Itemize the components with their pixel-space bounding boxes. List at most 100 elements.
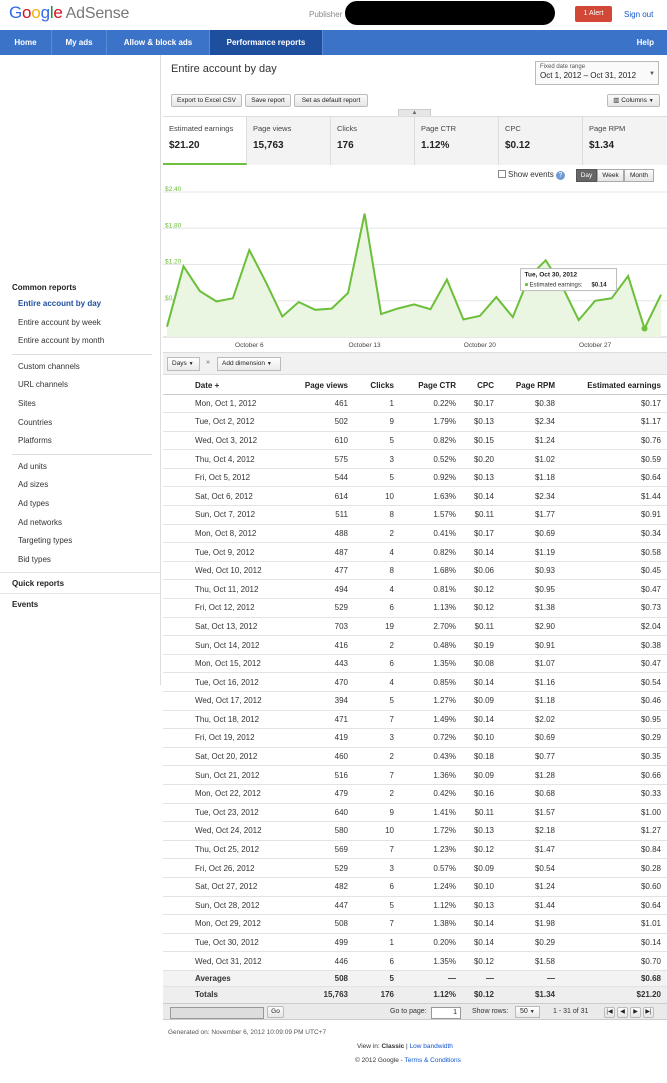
low-bandwidth-link[interactable]: Low bandwidth <box>409 1043 453 1050</box>
table-cell: 6 <box>354 598 400 618</box>
add-dimension-dropdown[interactable]: Add dimension ▼ <box>217 357 281 371</box>
col-header-cpc[interactable]: CPC <box>462 377 500 395</box>
sidebar-item-url-channels[interactable]: URL channels <box>18 380 68 390</box>
table-cell: $0.17 <box>561 394 667 414</box>
sidebar-item-bid-types[interactable]: Bid types <box>18 554 51 564</box>
table-cell: $0.12 <box>462 986 500 1004</box>
rows-per-page-select[interactable]: 50 ▼ <box>515 1006 540 1018</box>
table-cell: 529 <box>283 858 354 878</box>
filter-input[interactable] <box>170 1007 264 1019</box>
sidebar-item-ad-sizes[interactable]: Ad sizes <box>18 480 49 490</box>
sidebar-events[interactable]: Events <box>0 593 160 614</box>
nav-performance-reports[interactable]: Performance reports <box>210 30 323 55</box>
collapse-toggle[interactable]: ▲ <box>398 109 431 117</box>
table-cell: 394 <box>283 691 354 711</box>
table-row: Sun, Oct 14, 2012 416 2 0.48% $0.19 $0.91 $0.3… <box>163 635 667 655</box>
sidebar-item-ad-units[interactable]: Ad units <box>18 461 47 471</box>
table-cell: $0.95 <box>561 710 667 730</box>
redacted-publisher-id <box>345 1 555 25</box>
prev-page-icon[interactable]: ◀ <box>617 1007 628 1018</box>
table-cell: Mon, Oct 8, 2012 <box>163 524 283 544</box>
metric-tab-estimated-earnings[interactable]: Estimated earnings $21.20 <box>163 117 247 165</box>
tooltip-value: $0.14 <box>592 283 608 289</box>
col-header-clicks[interactable]: Clicks <box>354 377 400 395</box>
sign-out-link[interactable]: Sign out <box>624 10 654 19</box>
export-csv-button[interactable]: Export to Excel CSV <box>171 94 242 107</box>
table-cell: $1.00 <box>561 803 667 823</box>
sidebar: Common reports Entire account by day Ent… <box>0 280 160 614</box>
table-cell: $0.15 <box>462 431 500 451</box>
table-cell: 460 <box>283 747 354 767</box>
main-nav: Home My ads Allow & block ads Performanc… <box>0 30 667 55</box>
earnings-line <box>166 213 662 332</box>
next-page-icon[interactable]: ▶ <box>630 1007 641 1018</box>
col-header-date[interactable]: Date + <box>163 377 283 395</box>
metric-value: $1.34 <box>589 140 615 151</box>
metric-tab-page-views[interactable]: Page views 15,763 <box>247 117 331 165</box>
metric-tab-clicks[interactable]: Clicks 176 <box>331 117 415 165</box>
sidebar-item-platforms[interactable]: Platforms <box>18 436 52 446</box>
sidebar-item-entire-account-by-month[interactable]: Entire account by month <box>18 336 105 346</box>
columns-button[interactable]: ▥ Columns ▼ <box>607 94 660 107</box>
table-cell: $0.12 <box>462 579 500 600</box>
earnings-chart[interactable]: $0.60 $1.20 $1.80 $2.40 October 6 October 13 O… <box>163 184 667 352</box>
sidebar-quick-reports[interactable]: Quick reports <box>0 572 160 593</box>
terms-link[interactable]: Terms & Conditions <box>404 1057 461 1064</box>
table-cell: 0.41% <box>400 524 462 544</box>
sidebar-item-entire-account-by-week[interactable]: Entire account by week <box>18 317 101 327</box>
table-cell: 0.48% <box>400 635 462 655</box>
metric-tab-page-rpm[interactable]: Page RPM $1.34 <box>583 117 667 165</box>
help-icon[interactable]: ? <box>555 171 565 180</box>
save-report-button[interactable]: Save report <box>245 94 291 107</box>
set-default-report-button[interactable]: Set as default report <box>294 94 368 107</box>
dimension-dropdown[interactable]: Days ▼ <box>167 357 200 371</box>
sidebar-item-ad-networks[interactable]: Ad networks <box>18 517 63 527</box>
table-row: Wed, Oct 31, 2012 446 6 1.35% $0.12 $1.58 $0.7… <box>163 951 667 971</box>
table-cell: $0.38 <box>561 635 667 655</box>
sidebar-item-sites[interactable]: Sites <box>18 398 36 408</box>
sidebar-item-countries[interactable]: Countries <box>18 417 53 427</box>
alert-button[interactable]: 1 Alert <box>575 6 612 22</box>
table-cell: 10 <box>354 821 400 841</box>
sidebar-item-ad-types[interactable]: Ad types <box>18 498 50 508</box>
table-cell: 5 <box>354 896 400 916</box>
nav-allow-block-ads[interactable]: Allow & block ads <box>107 30 210 55</box>
page-number-input[interactable]: 1 <box>431 1007 461 1019</box>
sidebar-item-targeting-types[interactable]: Targeting types <box>18 536 73 546</box>
table-cell: Mon, Oct 15, 2012 <box>163 654 283 674</box>
metric-tab-page-ctr[interactable]: Page CTR 1.12% <box>415 117 499 165</box>
date-range-picker[interactable]: Fixed date range Oct 1, 2012 – Oct 31, 2… <box>535 61 659 85</box>
metric-tab-cpc[interactable]: CPC $0.12 <box>499 117 583 165</box>
table-cell: 487 <box>283 542 354 562</box>
last-page-icon[interactable]: ▶| <box>643 1007 654 1018</box>
show-events-checkbox[interactable] <box>498 170 506 178</box>
granularity-month-button[interactable]: Month <box>624 169 654 182</box>
col-header-page-rpm[interactable]: Page RPM <box>500 377 561 395</box>
table-cell: $1.57 <box>500 803 561 823</box>
nav-home[interactable]: Home <box>0 30 52 55</box>
common-reports-heading[interactable]: Common reports <box>12 283 77 292</box>
sidebar-item-custom-channels[interactable]: Custom channels <box>18 361 80 371</box>
nav-my-ads[interactable]: My ads <box>52 30 107 55</box>
table-cell: 3 <box>354 449 400 469</box>
table-cell: $1.98 <box>500 914 561 934</box>
go-button[interactable]: Go <box>267 1006 284 1018</box>
adsense-logo[interactable]: Google AdSense <box>9 3 130 22</box>
col-header-estimated-earnings[interactable]: Estimated earnings <box>561 377 667 395</box>
help-link[interactable]: Help <box>636 38 654 47</box>
metric-label: Page views <box>253 124 292 133</box>
col-header-page-ctr[interactable]: Page CTR <box>400 377 462 395</box>
table-cell: 2 <box>354 524 400 544</box>
first-page-icon[interactable]: |◀ <box>604 1007 615 1018</box>
table-cell: 7 <box>354 840 400 860</box>
metric-value: 176 <box>337 140 354 151</box>
granularity-week-button[interactable]: Week <box>597 169 624 182</box>
metric-value: $0.12 <box>505 140 531 151</box>
col-header-page-views[interactable]: Page views <box>283 377 354 395</box>
granularity-day-button[interactable]: Day <box>576 169 597 182</box>
sidebar-item-entire-account-by-day[interactable]: Entire account by day <box>18 299 102 308</box>
show-events-toggle[interactable]: Show events? <box>498 170 565 180</box>
go-to-page-label: Go to page: <box>390 1008 427 1015</box>
table-row: Sun, Oct 21, 2012 516 7 1.36% $0.09 $1.28 $0.6… <box>163 765 667 785</box>
table-cell: 8 <box>354 561 400 581</box>
